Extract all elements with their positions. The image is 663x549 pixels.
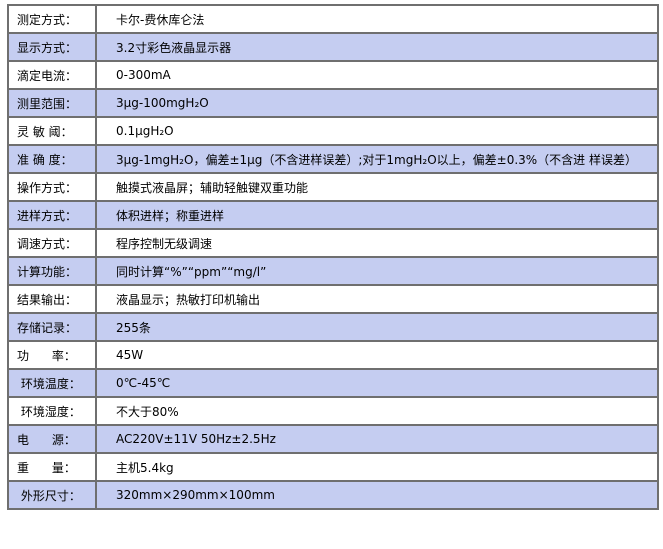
spec-row: 重 量： 主机5.4kg bbox=[7, 452, 659, 482]
spec-table: 测定方式： 卡尔-费休库仑法 显示方式： 3.2寸彩色液晶显示器 滴定电流： 0-300m… bbox=[7, 4, 659, 510]
spec-row: 调速方式： 程序控制无级调速 bbox=[7, 228, 659, 258]
spec-row: 测里范围： 3μg-100mgH₂O bbox=[7, 88, 659, 118]
spec-label: 测定方式： bbox=[7, 4, 97, 34]
spec-label: 计算功能： bbox=[7, 256, 97, 286]
spec-row: 功 率： 45W bbox=[7, 340, 659, 370]
spec-label: 进样方式： bbox=[7, 200, 97, 230]
spec-row: 计算功能： 同时计算“%”“ppm”“mg/l” bbox=[7, 256, 659, 286]
spec-row: 环境湿度： 不大于80% bbox=[7, 396, 659, 426]
spec-label: 环境温度： bbox=[7, 368, 97, 398]
spec-row: 测定方式： 卡尔-费休库仑法 bbox=[7, 4, 659, 34]
spec-label: 显示方式： bbox=[7, 32, 97, 62]
spec-value: 0.1μgH₂O bbox=[95, 116, 659, 146]
spec-row: 结果输出： 液晶显示；热敏打印机输出 bbox=[7, 284, 659, 314]
spec-value: 255条 bbox=[95, 312, 659, 342]
spec-label: 灵 敏 阈： bbox=[7, 116, 97, 146]
spec-value: 同时计算“%”“ppm”“mg/l” bbox=[95, 256, 659, 286]
spec-value: 不大于80% bbox=[95, 396, 659, 426]
spec-row: 滴定电流： 0-300mA bbox=[7, 60, 659, 90]
spec-row: 显示方式： 3.2寸彩色液晶显示器 bbox=[7, 32, 659, 62]
spec-row: 外形尺寸： 320mm×290mm×100mm bbox=[7, 480, 659, 510]
spec-row: 进样方式： 体积进样；称重进样 bbox=[7, 200, 659, 230]
spec-label: 重 量： bbox=[7, 452, 97, 482]
spec-label: 结果输出： bbox=[7, 284, 97, 314]
spec-label: 操作方式： bbox=[7, 172, 97, 202]
spec-label: 调速方式： bbox=[7, 228, 97, 258]
spec-value: 320mm×290mm×100mm bbox=[95, 480, 659, 510]
spec-row: 灵 敏 阈： 0.1μgH₂O bbox=[7, 116, 659, 146]
spec-label: 准 确 度： bbox=[7, 144, 97, 174]
spec-value: AC220V±11V 50Hz±2.5Hz bbox=[95, 424, 659, 454]
spec-value: 体积进样；称重进样 bbox=[95, 200, 659, 230]
spec-label: 滴定电流： bbox=[7, 60, 97, 90]
spec-row: 电 源： AC220V±11V 50Hz±2.5Hz bbox=[7, 424, 659, 454]
spec-value: 3.2寸彩色液晶显示器 bbox=[95, 32, 659, 62]
spec-row: 准 确 度： 3μg-1mgH₂O，偏差±1μg（不含进样误差）;对于1mgH₂O… bbox=[7, 144, 659, 174]
spec-value: 程序控制无级调速 bbox=[95, 228, 659, 258]
spec-label: 环境湿度： bbox=[7, 396, 97, 426]
spec-value: 0℃-45℃ bbox=[95, 368, 659, 398]
spec-value: 主机5.4kg bbox=[95, 452, 659, 482]
spec-value: 3μg-1mgH₂O，偏差±1μg（不含进样误差）;对于1mgH₂O以上，偏差±… bbox=[95, 144, 659, 174]
spec-label: 功 率： bbox=[7, 340, 97, 370]
spec-value: 卡尔-费休库仑法 bbox=[95, 4, 659, 34]
spec-row: 操作方式： 触摸式液晶屏；辅助轻触键双重功能 bbox=[7, 172, 659, 202]
spec-value: 3μg-100mgH₂O bbox=[95, 88, 659, 118]
spec-value: 45W bbox=[95, 340, 659, 370]
spec-label: 外形尺寸： bbox=[7, 480, 97, 510]
spec-value: 0-300mA bbox=[95, 60, 659, 90]
spec-row: 环境温度： 0℃-45℃ bbox=[7, 368, 659, 398]
spec-row: 存储记录： 255条 bbox=[7, 312, 659, 342]
spec-label: 电 源： bbox=[7, 424, 97, 454]
spec-label: 测里范围： bbox=[7, 88, 97, 118]
spec-value: 液晶显示；热敏打印机输出 bbox=[95, 284, 659, 314]
spec-value: 触摸式液晶屏；辅助轻触键双重功能 bbox=[95, 172, 659, 202]
spec-label: 存储记录： bbox=[7, 312, 97, 342]
